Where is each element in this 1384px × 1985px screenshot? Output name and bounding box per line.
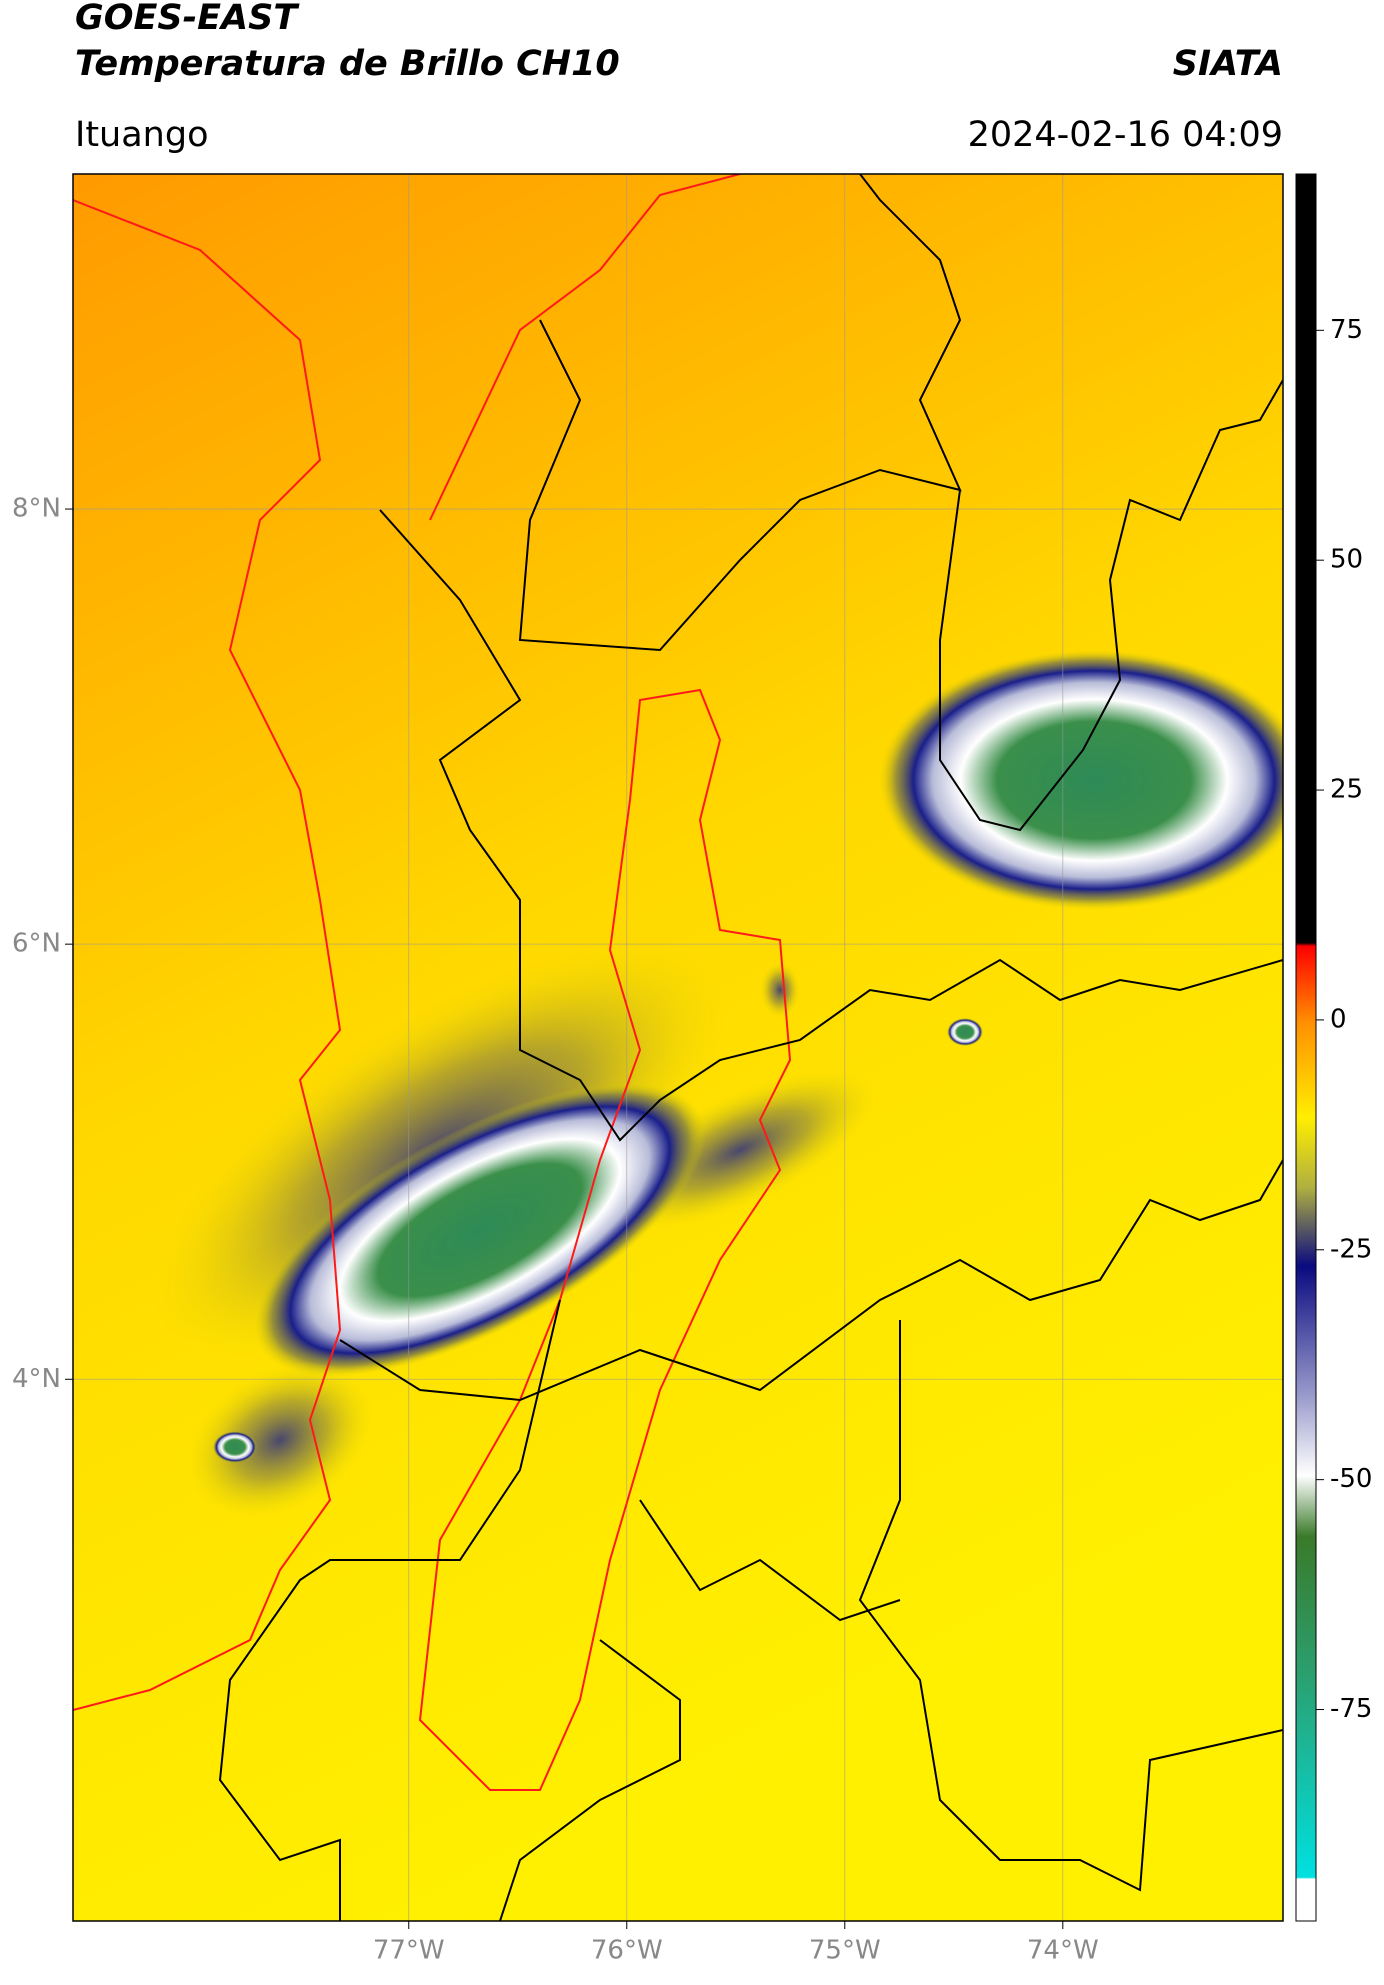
cloud-haze — [186, 1361, 374, 1519]
datetime: 2024-02-16 04:09 — [968, 115, 1283, 155]
source: SIATA — [1173, 44, 1283, 84]
admin-boundary — [339, 1159, 1283, 1402]
region-boundary — [418, 688, 792, 1791]
colorbar-tick-label: -75 — [1330, 1694, 1372, 1724]
colorbar-tick-label: 75 — [1330, 315, 1363, 345]
admin-boundary — [218, 1299, 561, 1921]
cloud — [213, 1431, 257, 1463]
title: GOES-EAST — [75, 0, 300, 38]
location: Ituango — [75, 115, 209, 155]
grid — [73, 174, 1283, 1921]
admin-boundary — [858, 1320, 1283, 1892]
admin-boundary — [518, 174, 962, 652]
colorbar — [1295, 173, 1317, 1922]
cloud — [947, 1018, 983, 1046]
subtitle: Temperatura de Brillo CH10 — [75, 44, 620, 84]
admin-boundary — [499, 1499, 901, 1921]
colorbar-tick-label: -50 — [1330, 1464, 1372, 1494]
colorbar-tick-label: 0 — [1330, 1004, 1347, 1034]
x-tick-label: 74°W — [1027, 1936, 1099, 1966]
cloud — [879, 650, 1283, 910]
cloud-haze — [760, 962, 800, 1018]
y-tick-label: 4°N — [12, 1364, 61, 1394]
map-area — [73, 174, 1283, 1921]
coastline — [73, 199, 342, 1711]
colorbar-tick-label: 50 — [1330, 545, 1363, 575]
x-tick-label: 77°W — [373, 1936, 445, 1966]
cloud — [254, 1083, 706, 1377]
y-tick-label: 8°N — [12, 494, 61, 524]
admin-boundary — [939, 379, 1283, 832]
x-tick-label: 75°W — [809, 1936, 881, 1966]
y-tick-label: 6°N — [12, 929, 61, 959]
coastline — [429, 174, 741, 521]
colorbar-tick-label: 25 — [1330, 775, 1363, 805]
admin-boundary — [379, 509, 1283, 1142]
x-tick-label: 76°W — [591, 1936, 663, 1966]
map-frame — [72, 173, 1284, 1922]
colorbar-tick-label: -25 — [1330, 1234, 1372, 1264]
